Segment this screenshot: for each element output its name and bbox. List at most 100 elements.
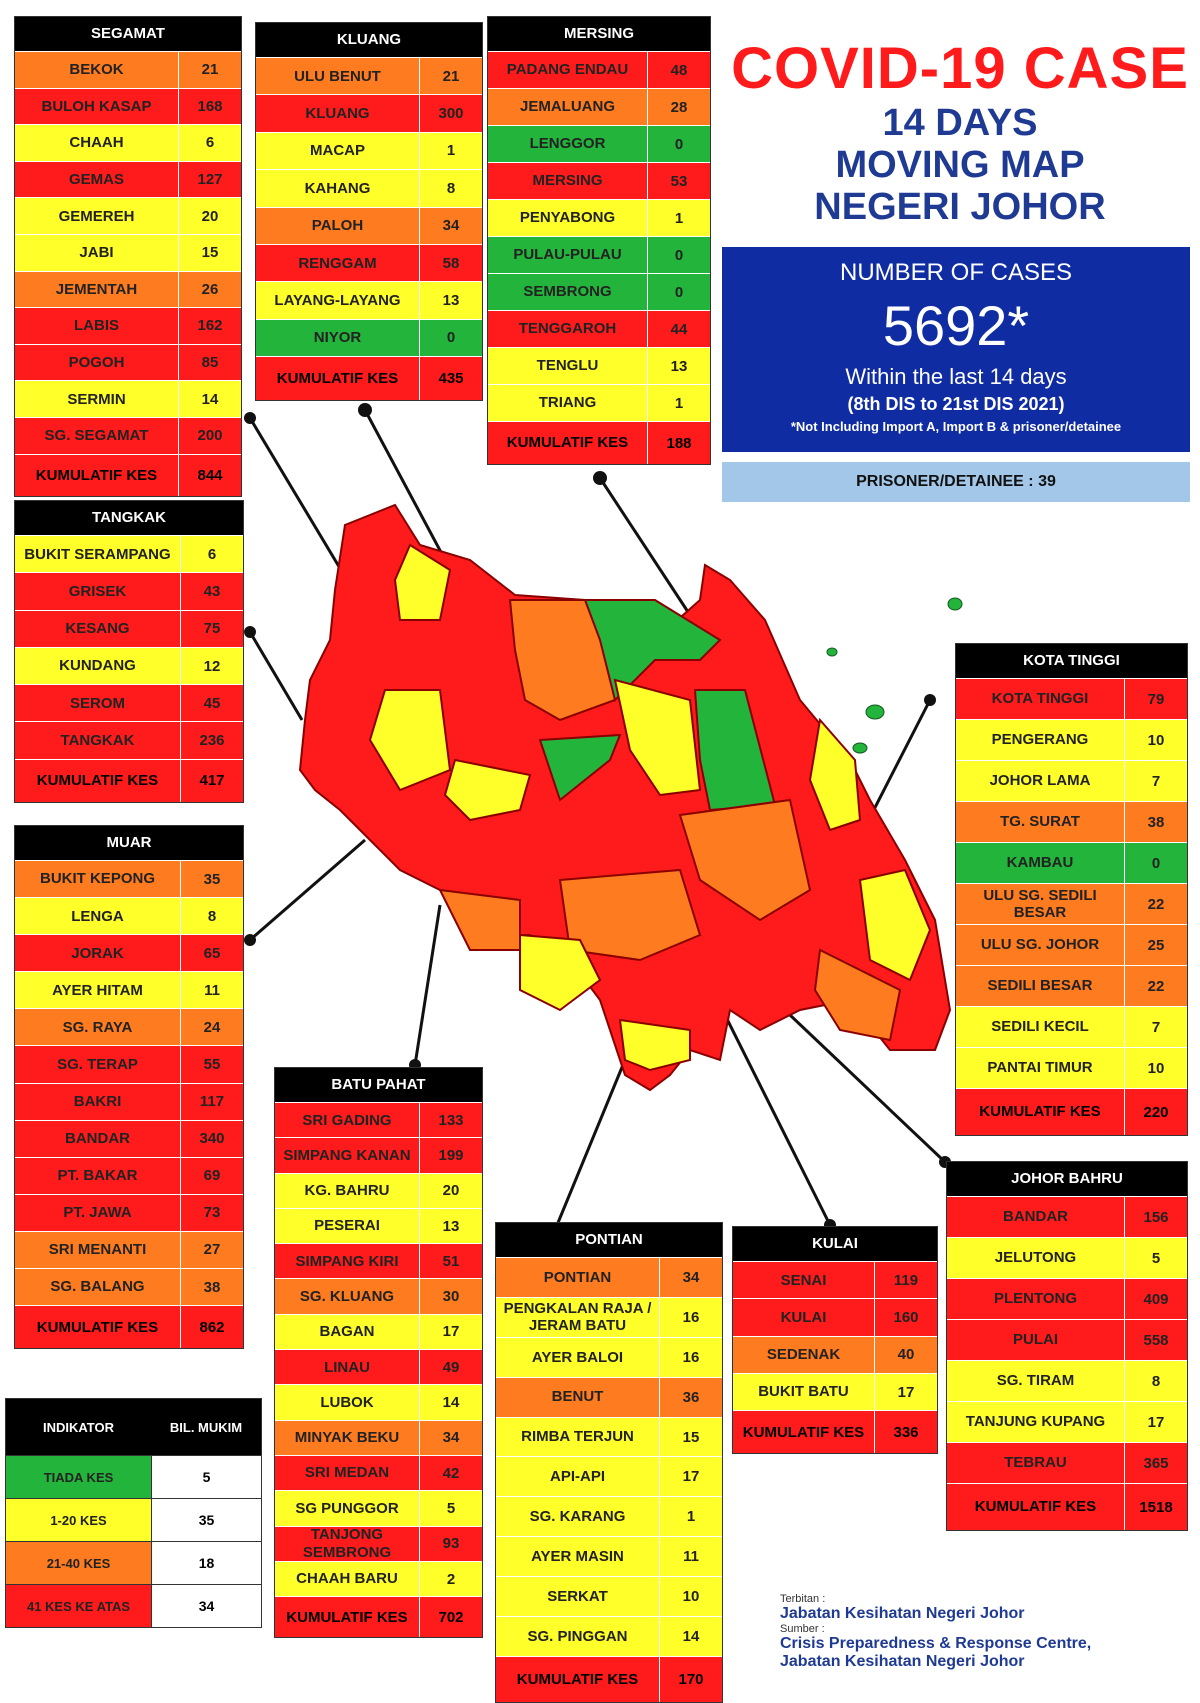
panel-kulai: KULAI SENAI 119 KULAI 160 SEDENAK 40 BUKIT BATU…	[732, 1226, 938, 1455]
title-line2: 14 DAYS	[882, 102, 1038, 144]
mukim-row: SEDILI BESAR 22	[956, 965, 1187, 1006]
mukim-row: SERKAT 10	[496, 1576, 722, 1617]
mukim-name: KESANG	[65, 620, 130, 638]
mukim-row: BAKRI 117	[15, 1082, 243, 1120]
mukim-name: PLENTONG	[993, 1290, 1078, 1308]
title-line3: MOVING MAP	[835, 144, 1085, 186]
footer-publisher: Jabatan Kesihatan Negeri Johor	[780, 1605, 1025, 1622]
legend-indicator: 21-40 KES	[6, 1542, 151, 1584]
mukim-name: LENGA	[71, 907, 124, 925]
mukim-cases: 22	[1124, 966, 1187, 1006]
mukim-cases: 22	[1124, 884, 1187, 924]
cases-note: *Not Including Import A, Import B & pris…	[790, 419, 1122, 434]
mukim-name: MINYAK BEKU	[294, 1429, 400, 1447]
mukim-cases: 10	[1124, 720, 1187, 760]
mukim-cases: 28	[647, 89, 710, 125]
mukim-cases: 1	[659, 1497, 722, 1537]
mukim-cases: 93	[419, 1526, 482, 1561]
mukim-row: GRISEK 43	[15, 572, 243, 610]
mukim-name: KUNDANG	[59, 657, 136, 675]
cumulative-value: 188	[647, 422, 710, 464]
mukim-row: SERMIN 14	[15, 380, 241, 417]
mukim-cases: 40	[874, 1336, 937, 1373]
mukim-cases: 13	[647, 348, 710, 384]
mukim-row: KULAI 160	[733, 1298, 937, 1336]
mukim-row: LAYANG-LAYANG 13	[256, 281, 482, 319]
mukim-cases: 14	[659, 1617, 722, 1656]
footer-publisher-label: Terbitan :	[780, 1593, 826, 1605]
panel-title: PONTIAN	[496, 1223, 722, 1257]
mukim-name: POGOH	[68, 353, 125, 371]
mukim-cases: 45	[180, 685, 243, 722]
cumulative-row: KUMULATIF KES 702	[275, 1596, 482, 1638]
mukim-cases: 21	[178, 52, 241, 88]
mukim-name: AYER MASIN	[531, 1548, 624, 1566]
state-shape	[298, 503, 952, 1092]
footer-source-2: Jabatan Kesihatan Negeri Johor	[780, 1653, 1025, 1670]
mukim-row: KUNDANG 12	[15, 646, 243, 685]
panel-pontian: PONTIAN PONTIAN 34 PENGKALAN RAJA / JERAM B…	[495, 1222, 723, 1703]
mukim-cases: 117	[180, 1083, 243, 1120]
mukim-cases: 199	[419, 1138, 482, 1173]
cumulative-value: 170	[659, 1656, 722, 1702]
mukim-name: BAKRI	[73, 1092, 122, 1110]
mukim-cases: 200	[178, 417, 241, 454]
mukim-name: BENUT	[551, 1388, 604, 1406]
mukim-row: TENGLU 13	[488, 347, 710, 384]
panel-batu-pahat: BATU PAHAT SRI GADING 133 SIMPANG KANAN 199 K…	[274, 1067, 483, 1639]
mukim-cases: 558	[1124, 1320, 1187, 1360]
mukim-row: SG. RAYA 24	[15, 1008, 243, 1046]
cumulative-value: 1518	[1124, 1484, 1187, 1530]
panel-title: MERSING	[488, 17, 710, 51]
mukim-cases: 7	[1124, 1007, 1187, 1047]
mukim-cases: 49	[419, 1350, 482, 1385]
mukim-name: RENGGAM	[298, 254, 377, 272]
mukim-cases: 0	[419, 319, 482, 357]
cumulative-value: 702	[419, 1597, 482, 1638]
mukim-row: JEMENTAH 26	[15, 270, 241, 308]
mukim-name: MACAP	[310, 142, 365, 160]
mukim-row: PULAI 558	[947, 1319, 1187, 1360]
mukim-name: TENGGAROH	[518, 320, 617, 338]
cumulative-row: KUMULATIF KES 188	[488, 421, 710, 464]
mukim-cases: 0	[1124, 843, 1187, 883]
mukim-row: SG. TERAP 55	[15, 1045, 243, 1083]
mukim-row: CHAAH BARU 2	[275, 1560, 482, 1597]
mukim-cases: 14	[178, 381, 241, 417]
mukim-name: JORAK	[71, 944, 124, 962]
mukim-row: MINYAK BEKU 34	[275, 1419, 482, 1455]
mukim-name: SEDENAK	[766, 1346, 841, 1364]
mukim-cases: 300	[419, 95, 482, 132]
mukim-name: BULOH KASAP	[41, 97, 152, 115]
mukim-cases: 0	[647, 237, 710, 273]
mukim-row: SG. SEGAMAT 200	[15, 416, 241, 454]
mukim-cases: 11	[180, 972, 243, 1009]
mukim-row: BANDAR 156	[947, 1196, 1187, 1237]
legend-row: 1-20 KES 35	[6, 1498, 261, 1541]
mukim-row: AYER MASIN 11	[496, 1536, 722, 1577]
mukim-row: BUKIT BATU 17	[733, 1372, 937, 1411]
mukim-name: SIMPANG KIRI	[295, 1252, 399, 1270]
mukim-row: AYER HITAM 11	[15, 971, 243, 1009]
mukim-cases: 65	[180, 935, 243, 972]
mukim-name: BANDAR	[1003, 1208, 1068, 1226]
mukim-name: SG. TERAP	[57, 1055, 138, 1073]
mukim-cases: 15	[659, 1417, 722, 1457]
mukim-row: LUBOK 14	[275, 1384, 482, 1420]
mukim-name: SRI GADING	[302, 1111, 392, 1129]
mukim-name: BEKOK	[69, 61, 124, 79]
mukim-name: SG. KLUANG	[299, 1288, 395, 1305]
mukim-name: BUKIT KEPONG	[39, 870, 155, 888]
mukim-name: PONTIAN	[543, 1268, 612, 1286]
mukim-row: PENYABONG 1	[488, 199, 710, 236]
panel-title: MUAR	[15, 826, 243, 860]
mukim-row: PLENTONG 409	[947, 1278, 1187, 1319]
mukim-cases: 8	[419, 170, 482, 207]
mukim-name: BANDAR	[65, 1130, 130, 1148]
mukim-cases: 13	[419, 1208, 482, 1244]
mukim-row: JORAK 65	[15, 934, 243, 972]
legend-row: TIADA KES 5	[6, 1455, 261, 1498]
mukim-row: BUKIT SERAMPANG 6	[15, 535, 243, 573]
mukim-name: GRISEK	[68, 582, 127, 600]
mukim-row: JABI 15	[15, 233, 241, 271]
